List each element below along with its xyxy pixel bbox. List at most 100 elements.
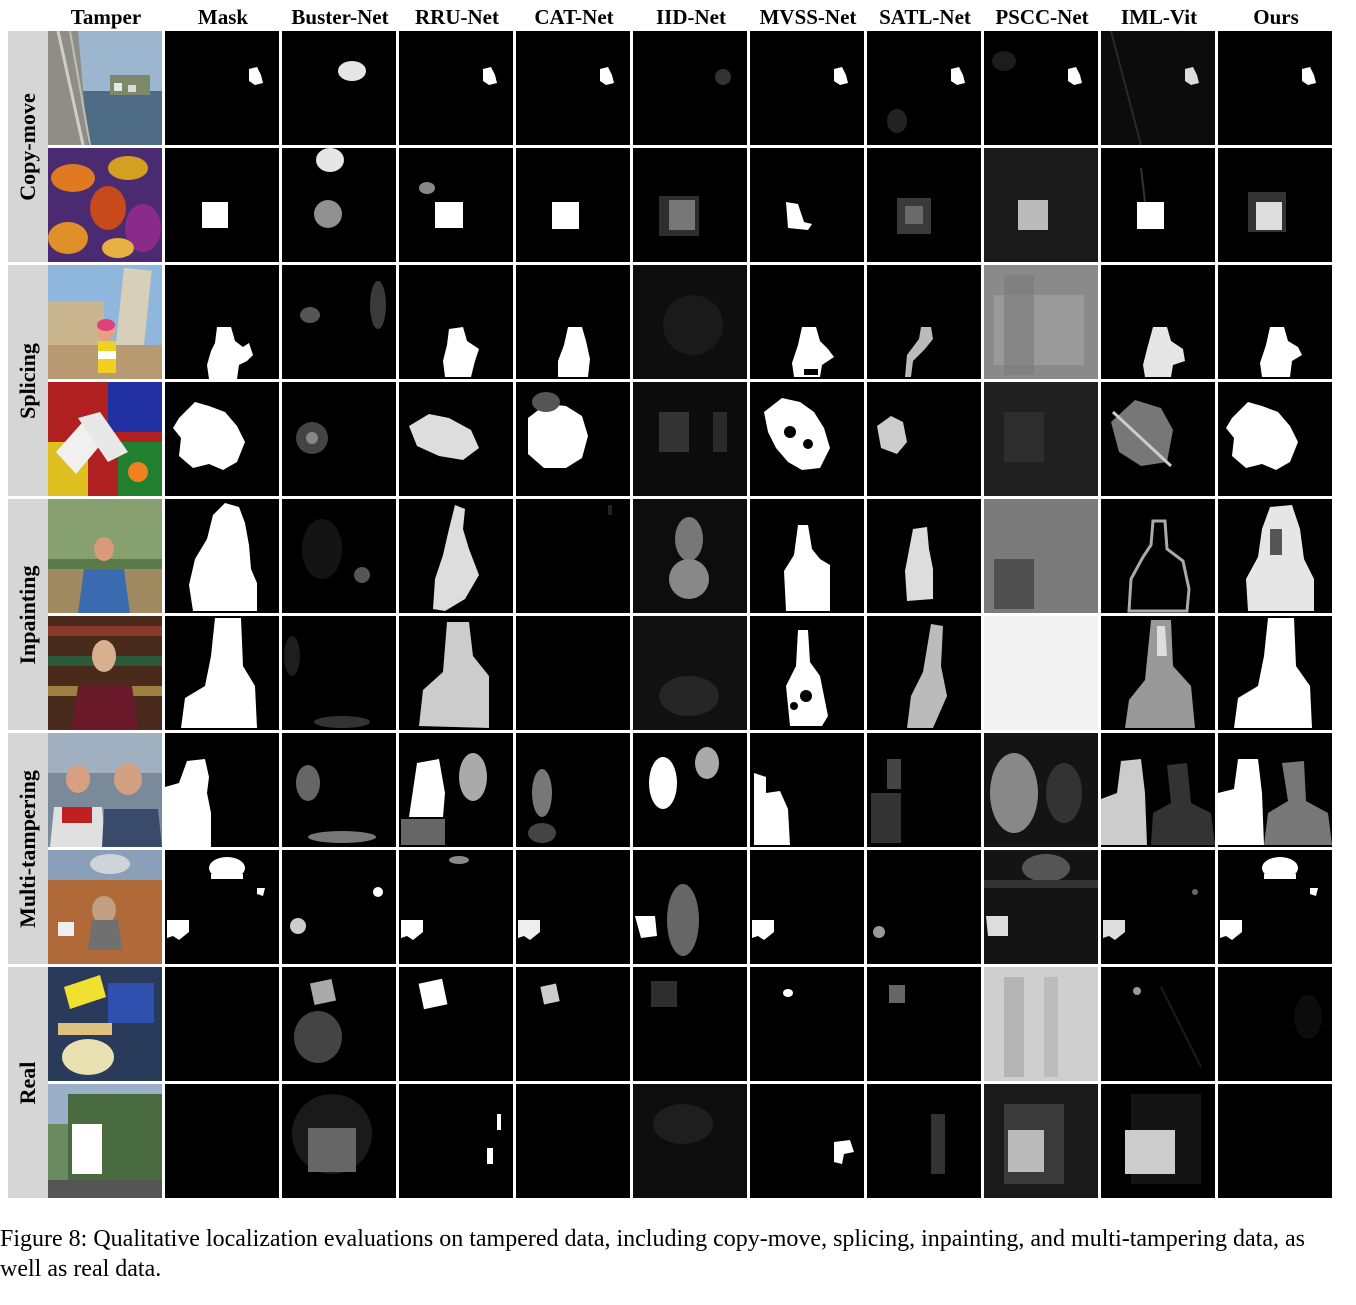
buster-net-result	[282, 265, 396, 379]
group-multi-tampering: Multi-tampering	[8, 733, 48, 964]
mvss-net-result	[750, 967, 864, 1081]
tamper-image	[48, 616, 162, 730]
mask-image	[165, 850, 279, 964]
column-header-cat-net: CAT-Net	[534, 5, 614, 29]
iml-vit-result	[1101, 967, 1215, 1081]
mask-image	[165, 382, 279, 496]
cat-net-result	[516, 265, 630, 379]
buster-net-result	[282, 382, 396, 496]
satl-net-result	[867, 148, 981, 262]
mask-image	[165, 499, 279, 613]
mvss-net-result	[750, 733, 864, 847]
group-label-copy-move: Copy-move	[15, 92, 40, 201]
rru-net-result	[399, 967, 513, 1081]
mask-image	[165, 1084, 279, 1198]
satl-net-result	[867, 31, 981, 145]
satl-net-result	[867, 616, 981, 730]
ours-result	[1218, 31, 1332, 145]
rru-net-result	[399, 1084, 513, 1198]
pscc-net-result	[984, 967, 1098, 1081]
tamper-image	[48, 850, 162, 964]
rru-net-result	[399, 148, 513, 262]
mvss-net-result	[750, 31, 864, 145]
pscc-net-result	[984, 148, 1098, 262]
mvss-net-result	[750, 1084, 864, 1198]
rru-net-result	[399, 499, 513, 613]
column-header-pscc-net: PSCC-Net	[995, 5, 1089, 29]
rru-net-result	[399, 265, 513, 379]
mask-image	[165, 31, 279, 145]
group-label-multi-tampering: Multi-tampering	[15, 769, 40, 928]
ours-result	[1218, 499, 1332, 613]
ours-result	[1218, 265, 1332, 379]
iml-vit-result	[1101, 616, 1215, 730]
group-label-real: Real	[15, 1061, 40, 1104]
column-header-mvss-net: MVSS-Net	[759, 5, 857, 29]
ours-result	[1218, 616, 1332, 730]
iml-vit-result	[1101, 1084, 1215, 1198]
ours-result	[1218, 148, 1332, 262]
column-header-iid-net: IID-Net	[656, 5, 726, 29]
group-real: Real	[8, 967, 48, 1198]
group-splicing: Splicing	[8, 265, 48, 496]
tamper-image	[48, 265, 162, 379]
tamper-image	[48, 1084, 162, 1198]
cat-net-result	[516, 850, 630, 964]
rru-net-result	[399, 850, 513, 964]
column-header-buster-net: Buster-Net	[291, 5, 389, 29]
column-header-iml-vit: IML-Vit	[1120, 5, 1198, 29]
rru-net-result	[399, 31, 513, 145]
mvss-net-result	[750, 265, 864, 379]
mask-image	[165, 967, 279, 1081]
mask-image	[165, 148, 279, 262]
mask-image	[165, 616, 279, 730]
buster-net-result	[282, 850, 396, 964]
mvss-net-result	[750, 499, 864, 613]
cat-net-result	[516, 148, 630, 262]
iid-net-result	[633, 382, 747, 496]
tamper-image	[48, 148, 162, 262]
column-header-mask: Mask	[197, 5, 249, 29]
ours-result	[1218, 1084, 1332, 1198]
pscc-net-result	[984, 733, 1098, 847]
pscc-net-result	[984, 31, 1098, 145]
tamper-image	[48, 382, 162, 496]
pscc-net-result	[984, 1084, 1098, 1198]
iml-vit-result	[1101, 31, 1215, 145]
figure-caption: Figure 8: Qualitative localization evalu…	[0, 1226, 1305, 1282]
buster-net-result	[282, 733, 396, 847]
satl-net-result	[867, 499, 981, 613]
group-inpainting: Inpainting	[8, 499, 48, 730]
column-header-tamper: Tamper	[70, 5, 142, 29]
iid-net-result	[633, 265, 747, 379]
buster-net-result	[282, 499, 396, 613]
column-header-ours: Ours	[1253, 5, 1299, 29]
iid-net-result	[633, 499, 747, 613]
rru-net-result	[399, 733, 513, 847]
iml-vit-result	[1101, 850, 1215, 964]
mvss-net-result	[750, 616, 864, 730]
tamper-image	[48, 31, 162, 145]
satl-net-result	[867, 850, 981, 964]
mask-image	[165, 265, 279, 379]
pscc-net-result	[984, 382, 1098, 496]
cat-net-result	[516, 616, 630, 730]
ours-result	[1218, 967, 1332, 1081]
pscc-net-result	[984, 265, 1098, 379]
mvss-net-result	[750, 850, 864, 964]
mvss-net-result	[750, 382, 864, 496]
iid-net-result	[633, 967, 747, 1081]
pscc-net-result	[984, 616, 1098, 730]
column-header-rru-net: RRU-Net	[415, 5, 499, 29]
iml-vit-result	[1101, 499, 1215, 613]
tamper-image	[48, 733, 162, 847]
group-label-splicing: Splicing	[15, 342, 40, 419]
rru-net-result	[399, 382, 513, 496]
iml-vit-result	[1101, 733, 1215, 847]
iid-net-result	[633, 733, 747, 847]
tamper-image	[48, 967, 162, 1081]
iml-vit-result	[1101, 382, 1215, 496]
satl-net-result	[867, 1084, 981, 1198]
cat-net-result	[516, 1084, 630, 1198]
column-header-satl-net: SATL-Net	[879, 5, 971, 29]
